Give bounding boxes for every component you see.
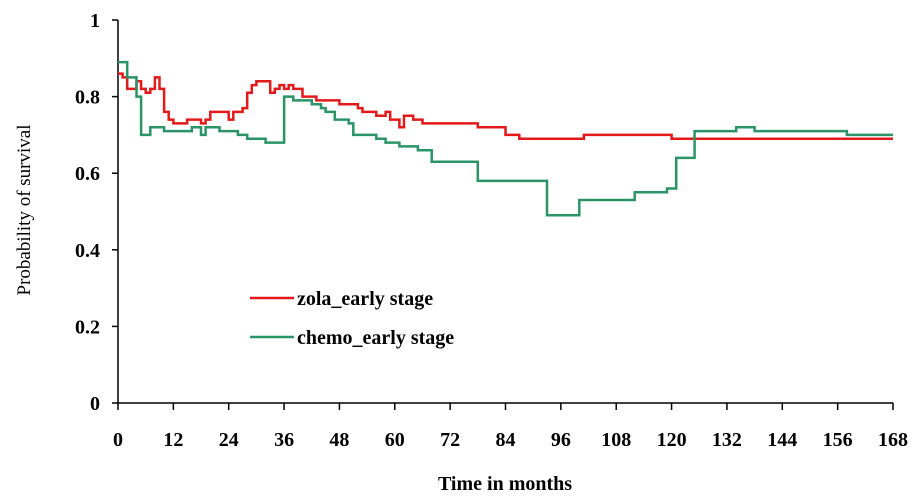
x-tick-label: 156 (823, 429, 853, 451)
x-tick-label: 168 (878, 429, 908, 451)
x-tick-label: 108 (601, 429, 631, 451)
y-tick-label: 0 (90, 393, 100, 415)
y-axis-title: Probability of survival (14, 125, 35, 296)
y-tick-label: 0.2 (75, 316, 100, 338)
x-tick-label: 132 (712, 429, 742, 451)
x-axis: 0 12 24 36 48 60 72 84 96 108 120 132 144 156 168 (113, 402, 908, 451)
legend: zola_early stage chemo_early stage (250, 288, 454, 349)
y-tick-label: 0.6 (75, 163, 100, 185)
x-tick-label: 12 (163, 429, 183, 451)
y-tick-label: 1 (90, 10, 100, 32)
x-tick-label: 72 (440, 429, 460, 451)
y-tick-label: 0.4 (75, 240, 100, 262)
y-tick-label: 0.8 (75, 87, 100, 109)
x-tick-label: 24 (219, 429, 239, 451)
x-tick-label: 36 (274, 429, 294, 451)
y-axis: 0 0.2 0.4 0.6 0.8 1 (75, 10, 119, 415)
legend-label: chemo_early stage (297, 327, 454, 349)
legend-label: zola_early stage (297, 288, 433, 310)
x-tick-label: 120 (657, 429, 687, 451)
series-lines (118, 60, 893, 217)
x-tick-label: 0 (113, 429, 123, 451)
x-tick-label: 48 (329, 429, 349, 451)
x-axis-title: Time in months (438, 473, 572, 495)
x-tick-label: 84 (496, 429, 516, 451)
x-tick-label: 144 (767, 429, 797, 451)
series-line-zola (118, 72, 893, 140)
x-tick-label: 96 (551, 429, 571, 451)
x-tick-label: 60 (385, 429, 405, 451)
series-line-chemo (118, 60, 893, 217)
